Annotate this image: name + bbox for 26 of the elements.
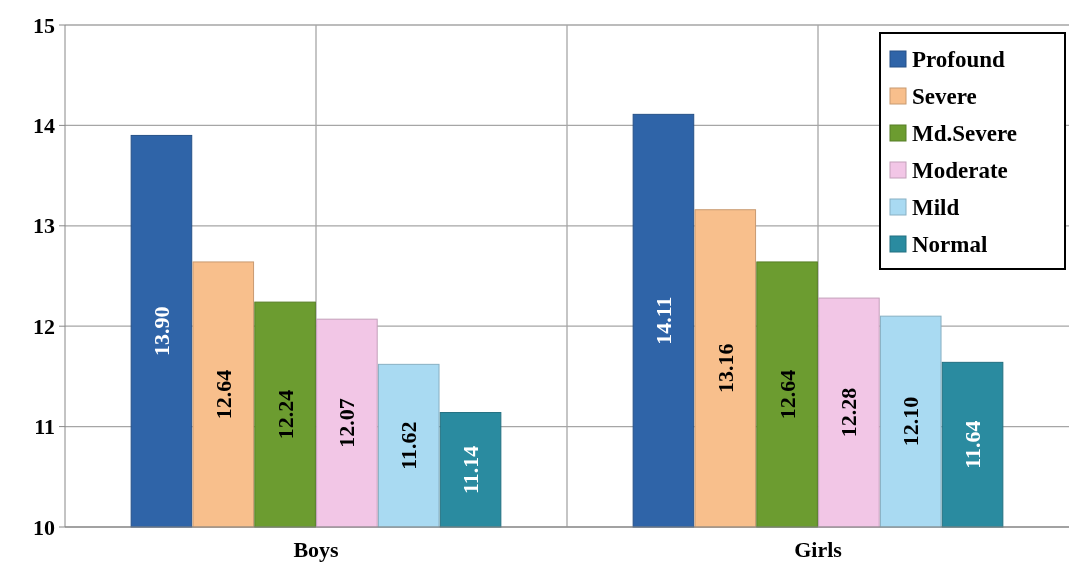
- data-label: 11.14: [458, 445, 484, 494]
- legend-label: Severe: [912, 83, 977, 109]
- legend-label: Profound: [912, 46, 1006, 72]
- data-label: 12.64: [774, 369, 800, 420]
- y-tick-label: 15: [33, 12, 55, 38]
- data-label: 13.90: [148, 306, 174, 356]
- y-tick-label: 14: [33, 112, 55, 138]
- data-label: 12.07: [334, 398, 360, 448]
- data-label: 14.11: [650, 296, 676, 345]
- legend-label: Moderate: [912, 157, 1008, 183]
- y-tick-label: 13: [33, 213, 55, 239]
- x-tick-label: Girls: [794, 537, 843, 562]
- y-tick-label: 11: [34, 414, 55, 440]
- y-tick-label: 10: [33, 514, 55, 540]
- data-label: 12.24: [272, 389, 298, 440]
- x-tick-label: Boys: [293, 537, 340, 562]
- data-label: 11.64: [960, 420, 986, 469]
- data-label: 11.62: [396, 421, 422, 470]
- legend-label: Normal: [912, 231, 988, 257]
- legend-label: Md.Severe: [912, 120, 1017, 146]
- y-tick-label: 12: [33, 313, 55, 339]
- data-label: 12.10: [898, 396, 924, 447]
- data-label: 12.28: [836, 387, 862, 438]
- data-label: 13.16: [712, 343, 738, 394]
- data-label: 12.64: [210, 369, 236, 420]
- legend-label: Mild: [912, 194, 960, 220]
